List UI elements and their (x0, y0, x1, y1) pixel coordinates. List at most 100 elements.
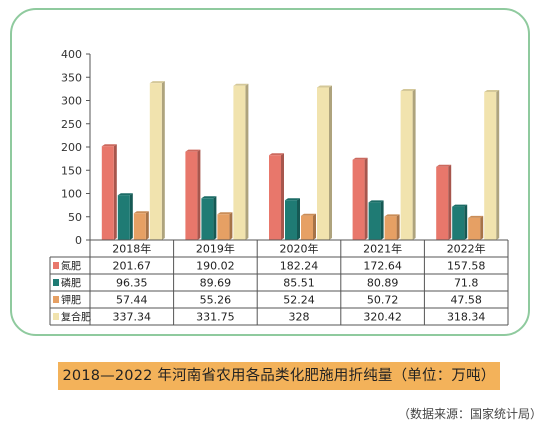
bar-钾肥-2022年 (468, 217, 481, 240)
bar-磷肥-2019年 (201, 198, 214, 240)
y-tick-label: 0 (75, 234, 82, 247)
bar-side (496, 89, 500, 241)
data-label: 157.58 (447, 260, 486, 273)
y-tick-label: 100 (61, 188, 82, 201)
bar-top (368, 200, 384, 203)
x-tick-label: 2020年 (280, 242, 319, 256)
y-tick-label: 350 (61, 71, 82, 84)
y-tick-label: 300 (61, 95, 82, 108)
bar-复合肥-2018年 (149, 83, 162, 240)
bar-复合肥-2022年 (484, 91, 497, 241)
bar-side (213, 196, 217, 240)
data-label: 57.44 (116, 294, 148, 307)
bar-复合肥-2020年 (317, 87, 329, 240)
bar-side (281, 153, 284, 240)
bar-side (464, 204, 468, 240)
bar-磷肥-2020年 (285, 200, 297, 240)
data-label: 318.34 (447, 311, 486, 324)
legend-swatch (53, 313, 59, 320)
x-tick-label: 2022年 (447, 242, 486, 256)
bar-side (297, 198, 300, 240)
x-tick-label: 2018年 (112, 242, 151, 256)
data-label: 55.26 (200, 294, 232, 307)
bar-top (468, 215, 484, 218)
bar-氮肥-2018年 (101, 146, 114, 240)
bar-side (480, 215, 484, 240)
bar-氮肥-2019年 (185, 151, 198, 240)
bar-top (384, 214, 400, 217)
bar-top (452, 204, 468, 207)
data-label: 337.34 (113, 311, 152, 324)
data-label: 52.24 (283, 294, 315, 307)
data-label: 89.69 (200, 277, 232, 290)
bar-top (185, 149, 201, 152)
y-tick-label: 200 (61, 141, 82, 154)
data-label: 182.24 (280, 260, 319, 273)
bar-side (313, 213, 316, 240)
bar-top (301, 213, 316, 216)
bar-side (129, 193, 133, 240)
bar-side (113, 144, 117, 240)
data-label: 201.67 (113, 260, 152, 273)
bar-磷肥-2022年 (452, 206, 465, 240)
bar-钾肥-2021年 (384, 216, 397, 240)
x-tick-label: 2019年 (196, 242, 235, 256)
bar-复合肥-2019年 (233, 85, 246, 240)
bar-top (217, 212, 233, 215)
data-label: 50.72 (367, 294, 399, 307)
bar-side (380, 200, 384, 240)
data-label: 320.42 (363, 311, 402, 324)
bar-top (436, 164, 452, 167)
bar-top (149, 81, 165, 84)
bar-side (161, 81, 165, 240)
bar-top (352, 157, 368, 160)
y-tick-label: 50 (68, 211, 82, 224)
bar-top (400, 89, 416, 92)
bar-side (412, 89, 416, 240)
data-label: 190.02 (196, 260, 235, 273)
bar-top (201, 196, 217, 199)
bar-钾肥-2018年 (133, 213, 146, 240)
bar-氮肥-2022年 (436, 166, 449, 240)
bar-top (117, 193, 133, 196)
data-label: 85.51 (283, 277, 315, 290)
legend-swatch (53, 262, 59, 269)
data-label: 96.35 (116, 277, 148, 290)
bar-side (396, 214, 400, 240)
bar-磷肥-2018年 (117, 195, 130, 240)
bar-top (484, 89, 500, 92)
bar-top (233, 83, 249, 86)
x-tick-label: 2021年 (363, 242, 402, 256)
caption-bar (58, 362, 500, 390)
bar-side (145, 211, 149, 240)
bar-复合肥-2021年 (400, 91, 413, 240)
data-source: （数据来源：国家统计局） (397, 407, 542, 421)
legend-label: 磷肥 (61, 277, 81, 290)
data-label: 328 (289, 311, 310, 324)
legend-label: 钾肥 (61, 294, 81, 307)
legend-swatch (53, 296, 59, 303)
chart-caption: 2018—2022 年河南省农用各品类化肥施用折纯量（单位：万吨） (62, 368, 496, 384)
data-label: 331.75 (196, 311, 235, 324)
bar-top (285, 198, 300, 201)
bar-side (364, 157, 368, 240)
bar-top (317, 85, 332, 88)
fertilizer-chart: 0 50 100 150 200 250 300 350 400 2018年 2019年 2020年 2… (49, 48, 509, 326)
bar-钾肥-2020年 (301, 215, 313, 240)
data-label: 71.8 (454, 277, 479, 290)
bar-磷肥-2021年 (368, 202, 381, 240)
data-label: 80.89 (367, 277, 399, 290)
bar-top (101, 144, 117, 147)
y-tick-label: 250 (61, 118, 82, 131)
bar-top (133, 211, 149, 214)
bar-top (269, 153, 284, 156)
y-tick-label: 150 (61, 164, 82, 177)
legend-label: 氮肥 (61, 260, 81, 273)
bar-side (329, 85, 332, 240)
bar-钾肥-2019年 (217, 214, 230, 240)
bar-side (448, 164, 452, 240)
bar-side (229, 212, 233, 240)
bar-side (245, 83, 249, 240)
legend-label: 复合肥 (61, 311, 91, 324)
bar-氮肥-2021年 (352, 159, 365, 240)
